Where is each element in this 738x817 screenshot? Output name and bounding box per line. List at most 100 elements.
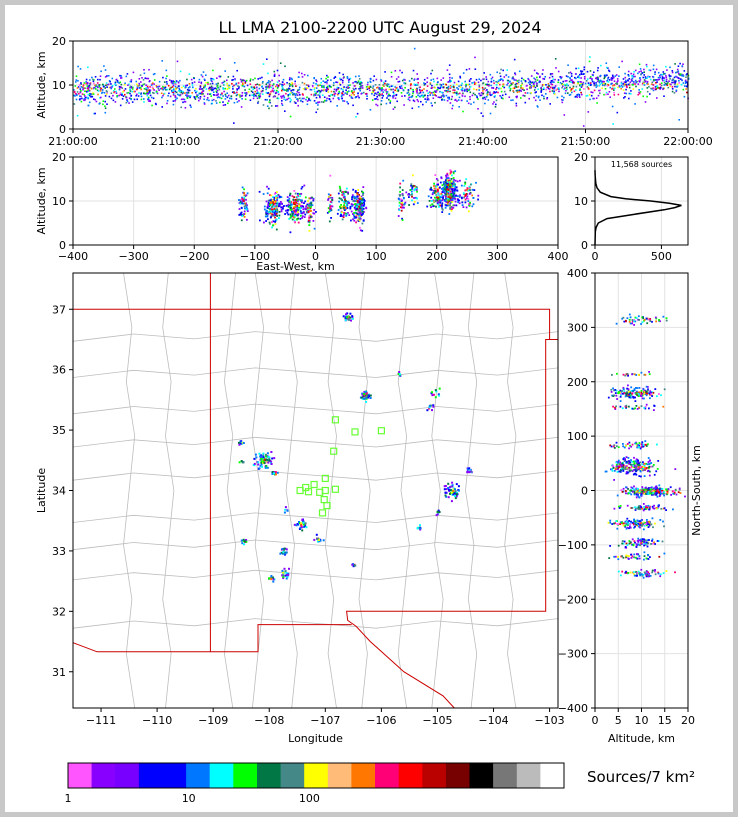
source-point <box>572 81 575 83</box>
source-point <box>404 79 406 81</box>
source-point <box>415 83 418 86</box>
source-point <box>288 78 291 81</box>
source-point <box>204 79 206 81</box>
source-point <box>440 177 443 180</box>
source-point <box>353 219 356 222</box>
source-point <box>294 210 296 213</box>
source-point <box>597 67 599 69</box>
source-point <box>260 460 263 463</box>
source-point <box>424 94 426 96</box>
source-point <box>363 204 366 207</box>
source-point <box>284 213 286 215</box>
source-point <box>359 84 362 86</box>
source-point <box>270 203 272 205</box>
source-point <box>392 97 394 99</box>
source-point <box>638 71 641 73</box>
source-point <box>199 96 202 98</box>
source-point <box>491 76 494 79</box>
source-point <box>626 471 629 474</box>
source-point <box>451 107 453 110</box>
source-point <box>435 205 437 208</box>
source-point <box>638 406 640 409</box>
source-point <box>263 462 266 465</box>
source-point <box>359 89 361 92</box>
source-point <box>377 94 380 96</box>
source-point <box>598 89 600 92</box>
source-point <box>357 203 359 206</box>
source-point <box>308 85 310 88</box>
source-point <box>258 97 261 99</box>
source-point <box>462 92 464 95</box>
source-point <box>302 94 304 96</box>
source-point <box>287 209 289 212</box>
source-point <box>290 99 292 101</box>
source-point <box>604 470 607 473</box>
source-point <box>85 96 88 99</box>
source-point <box>581 85 584 87</box>
source-point <box>477 198 479 201</box>
source-point <box>234 78 236 80</box>
source-point <box>240 206 243 209</box>
source-point <box>274 471 277 474</box>
source-point <box>241 84 244 87</box>
source-point <box>553 92 555 94</box>
source-point <box>439 201 442 204</box>
source-point <box>278 217 280 219</box>
source-point <box>292 210 295 212</box>
source-point <box>202 71 205 73</box>
source-point <box>415 189 418 191</box>
source-point <box>654 86 657 88</box>
source-point <box>233 101 236 104</box>
source-point <box>79 98 81 100</box>
source-point <box>640 469 643 471</box>
source-point <box>474 68 477 70</box>
source-point <box>590 76 592 78</box>
source-point <box>521 82 523 85</box>
source-point <box>432 205 435 208</box>
source-point <box>208 87 210 90</box>
source-point <box>347 212 349 214</box>
source-point <box>272 576 275 579</box>
source-point <box>437 192 440 195</box>
source-point <box>310 93 313 96</box>
source-point <box>128 97 131 99</box>
county-line <box>397 272 410 709</box>
source-point <box>631 84 634 86</box>
source-point <box>509 87 512 90</box>
source-point <box>219 101 221 104</box>
source-point <box>685 81 687 83</box>
source-point <box>483 78 485 80</box>
source-point <box>296 210 299 213</box>
source-point <box>266 452 269 455</box>
source-point <box>140 95 143 98</box>
source-point <box>637 460 640 463</box>
source-point <box>347 191 349 194</box>
source-point <box>469 201 471 204</box>
source-point <box>614 406 616 409</box>
source-point <box>625 444 627 447</box>
source-point <box>271 213 273 216</box>
source-point <box>80 95 82 98</box>
source-point <box>507 79 509 82</box>
source-point <box>329 209 332 212</box>
source-point <box>201 91 203 94</box>
source-point <box>295 93 298 95</box>
source-point <box>614 392 617 394</box>
source-point <box>107 83 110 86</box>
source-point <box>268 221 271 224</box>
source-point <box>634 472 637 475</box>
source-point <box>161 87 163 90</box>
source-point <box>448 486 451 489</box>
source-point <box>447 96 449 99</box>
source-point <box>453 192 456 195</box>
source-point <box>326 79 329 82</box>
source-point <box>237 82 240 84</box>
source-point <box>290 203 292 206</box>
source-point <box>301 81 304 84</box>
source-point <box>642 76 645 79</box>
source-point <box>153 89 155 91</box>
source-point <box>351 315 354 318</box>
source-point <box>485 76 487 78</box>
source-point <box>550 80 553 82</box>
source-point <box>413 200 416 203</box>
